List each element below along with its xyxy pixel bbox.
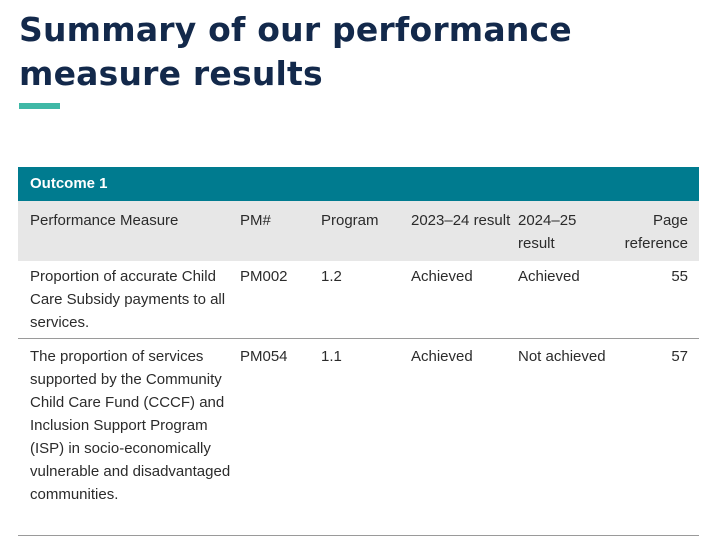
table-row: The proportion of services supported by … (18, 338, 699, 536)
result-2023-24-cell: Achieved (411, 338, 518, 536)
outcome-header-row: Outcome 1 (18, 167, 699, 201)
pm-number-cell: PM002 (240, 261, 321, 339)
page-title: Summary of our performance measure resul… (19, 10, 572, 93)
measure-cell: The proportion of services supported by … (18, 338, 240, 536)
measure-text: The proportion of services supported by … (30, 348, 231, 503)
program-cell: 1.1 (321, 338, 411, 536)
page-reference-cell: 57 (610, 338, 699, 536)
header-result-2023-24: 2023–24 result (411, 201, 518, 261)
measure-cell: Proportion of accurate Child Care Subsid… (18, 261, 240, 339)
header-pm-number: PM# (240, 201, 321, 261)
table-row: Proportion of accurate Child Care Subsid… (18, 261, 699, 339)
result-2024-25-cell: Achieved (518, 261, 610, 339)
header-page-reference: Page reference (610, 201, 699, 261)
result-2024-25-cell: Not achieved (518, 338, 610, 536)
header-program: Program (321, 201, 411, 261)
header-performance-measure: Performance Measure (18, 201, 240, 261)
program-cell: 1.2 (321, 261, 411, 339)
outcome-label: Outcome 1 (18, 167, 699, 201)
page-reference-cell: 55 (610, 261, 699, 339)
result-2023-24-cell: Achieved (411, 261, 518, 339)
performance-results-table: Outcome 1 Performance Measure PM# Progra… (18, 167, 699, 536)
title-accent-bar (19, 103, 60, 109)
header-result-2024-25: 2024–25 result (518, 201, 610, 261)
measure-text: Proportion of accurate Child Care Subsid… (30, 268, 226, 331)
column-header-row: Performance Measure PM# Program 2023–24 … (18, 201, 699, 261)
pm-number-cell: PM054 (240, 338, 321, 536)
